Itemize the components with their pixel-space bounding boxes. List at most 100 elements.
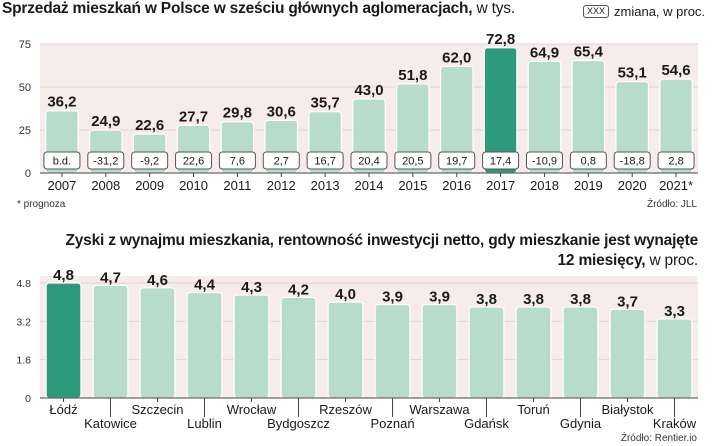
chart1-value-label: 64,9 <box>530 44 559 61</box>
chart2-xtick-label: Białystok <box>601 402 654 417</box>
chart2-value-label: 4,0 <box>335 286 356 303</box>
chart1-xtick-label: 2008 <box>91 178 120 193</box>
chart2-bar <box>515 306 552 399</box>
chart1-change-label: 17,4 <box>490 156 511 168</box>
chart2-xtick-label: Toruń <box>517 402 550 417</box>
chart2-xtick-label: Poznań <box>370 416 414 431</box>
chart1-footnote: * prognoza <box>17 199 66 210</box>
chart2-title-unit: w proc. <box>649 252 698 269</box>
chart1-change-label: 19,7 <box>446 156 467 168</box>
chart2-ytick-label: 4.8 <box>16 278 31 290</box>
chart2-value-label: 4,4 <box>194 277 216 294</box>
chart2-xtick-label: Warszawa <box>409 402 470 417</box>
chart1-change-box <box>394 151 432 170</box>
chart2-title-line1: Zyski z wynajmu mieszkania, rentowność i… <box>65 232 698 249</box>
chart1-change-label: 7,6 <box>230 156 245 168</box>
chart1-title-unit: w tys. <box>476 0 516 17</box>
chart1-change-label: 20,5 <box>402 156 423 168</box>
chart1-value-label: 30,6 <box>267 103 296 120</box>
chart1-xtick-label: 2009 <box>135 178 164 193</box>
chart2-value-label: 3,7 <box>617 293 638 310</box>
chart1-xtick-label: 2012 <box>267 178 296 193</box>
chart1-xtick-label: 2021* <box>659 178 693 193</box>
chart1-value-label: 24,9 <box>91 113 120 130</box>
chart1-change-label: -10,9 <box>532 156 557 168</box>
chart2-bar <box>421 303 458 399</box>
chart1-change-box <box>43 151 81 170</box>
chart2-value-label: 3,8 <box>523 291 544 308</box>
legend-change-box: XXX <box>583 5 610 18</box>
chart2-xtick-label: Łódź <box>49 402 77 417</box>
chart1-change-box <box>525 151 563 170</box>
chart2-title-line2-text: 12 miesięcy, <box>557 252 646 269</box>
chart1-change-box <box>350 151 388 170</box>
chart2-bar <box>280 296 317 399</box>
legend-change-label: zmiana, w proc. <box>614 4 706 19</box>
chart1-xtick-label: 2015 <box>398 178 427 193</box>
chart1-change-box <box>175 151 213 170</box>
chart1-change-box <box>613 151 651 170</box>
chart1-xtick-label: 2017 <box>486 178 515 193</box>
chart1-legend: XXX zmiana, w proc. <box>583 4 705 19</box>
chart1-change-label: 20,4 <box>358 156 379 168</box>
chart1-value-label: 27,7 <box>179 108 208 125</box>
chart1-xtick-label: 2011 <box>223 178 251 193</box>
chart2-value-label: 3,8 <box>570 291 591 308</box>
chart1-title-text: Sprzedaż mieszkań w Polsce w sześciu głó… <box>2 0 473 17</box>
chart1-value-label: 72,8 <box>486 31 515 48</box>
chart2-title-line2: 12 miesięcy, w proc. <box>557 252 699 270</box>
chart2-xtick-label: Szczecin <box>131 402 183 417</box>
chart1-xtick-label: 2018 <box>530 178 559 193</box>
chart1-value-label: 53,1 <box>618 65 647 82</box>
chart1-change-label: 22,6 <box>183 156 204 168</box>
chart2-xtick-label: Gdańsk <box>464 416 509 431</box>
chart1-xtick-label: 2016 <box>442 178 471 193</box>
chart1-xtick-label: 2020 <box>618 178 647 193</box>
chart2-value-label: 4,8 <box>53 267 74 284</box>
chart2-bar <box>139 287 176 399</box>
chart1-value-label: 62,0 <box>442 49 471 66</box>
chart1-value-label: 65,4 <box>574 44 604 61</box>
chart1-change-box <box>306 151 344 170</box>
chart2-bar <box>562 306 599 399</box>
chart1-xtick-label: 2019 <box>574 178 603 193</box>
chart1-change-box <box>657 151 695 170</box>
chart1-change-box <box>218 151 256 170</box>
chart1-change-box <box>87 151 125 170</box>
chart1-value-label: 29,8 <box>223 105 252 122</box>
chart2-source: Źródło: Rentier.io <box>620 433 697 444</box>
chart1-xtick-label: 2014 <box>355 178 384 193</box>
chart1-value-label: 35,7 <box>311 95 340 112</box>
chart2-bar <box>609 308 646 399</box>
chart1-change-box <box>131 151 169 170</box>
chart2-value-label: 4,2 <box>288 281 309 298</box>
chart1-change-box <box>438 151 476 170</box>
chart1-xtick-label: 2010 <box>179 178 208 193</box>
chart2-value-label: 4,7 <box>100 269 121 286</box>
chart1-ytick-label: 0 <box>25 168 31 180</box>
chart2-xtick-label: Lublin <box>187 416 222 431</box>
chart1-change-box <box>569 151 607 170</box>
chart1-value-label: 22,6 <box>135 117 164 134</box>
chart2-bar <box>92 284 129 399</box>
chart2-bar <box>186 291 223 399</box>
chart2-xtick-label: Wrocław <box>227 402 277 417</box>
chart1-change-label: -9,2 <box>140 156 159 168</box>
chart1-xtick-label: 2013 <box>311 178 340 193</box>
chart2-bar <box>233 294 270 399</box>
chart1-title: Sprzedaż mieszkań w Polsce w sześciu głó… <box>2 0 515 18</box>
chart1-change-label: 2,7 <box>274 156 289 168</box>
chart1-change-label: b.d. <box>53 156 71 168</box>
chart1-change-label: -18,8 <box>620 156 645 168</box>
chart1-value-label: 36,2 <box>47 94 76 111</box>
chart2-xtick-label: Rzeszów <box>319 402 372 417</box>
chart2-value-label: 3,9 <box>429 289 450 306</box>
chart1-change-box <box>262 151 300 170</box>
chart1-change-label: -31,2 <box>93 156 118 168</box>
chart2-plot-area <box>40 276 698 398</box>
chart1-xtick-label: 2007 <box>47 178 76 193</box>
chart1-value-label: 43,0 <box>354 82 383 99</box>
chart2-xtick-label: Bydgoszcz <box>267 416 330 431</box>
chart2-bar <box>468 306 505 399</box>
